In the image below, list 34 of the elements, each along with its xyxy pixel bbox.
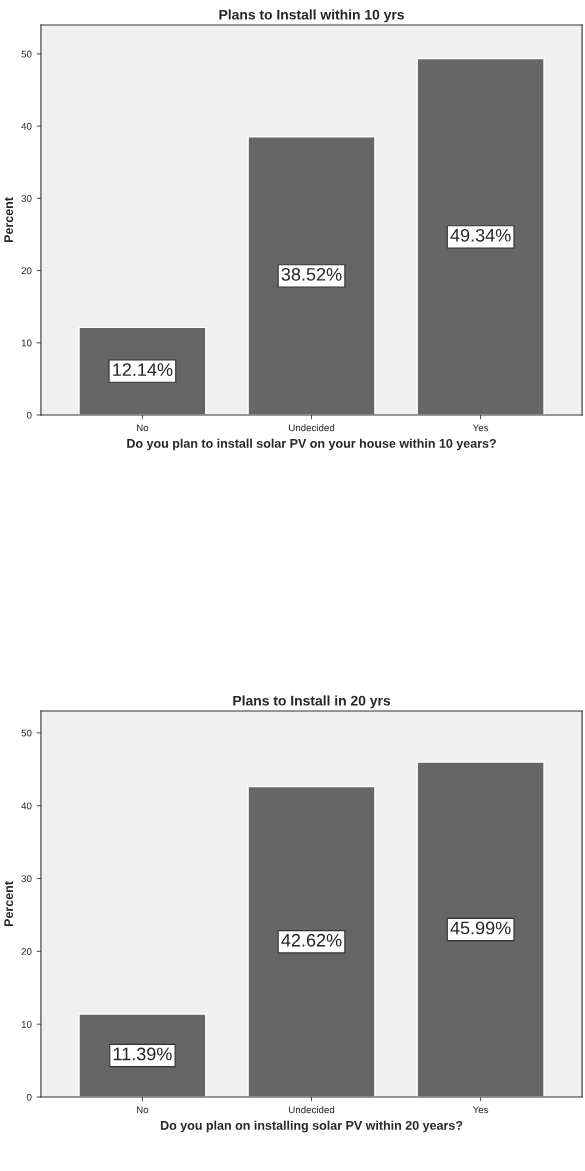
- data-label: 38.52%: [281, 267, 342, 281]
- x-tick-label: Yes: [472, 424, 489, 432]
- y-tick-label: 30: [21, 195, 32, 202]
- chart-title: Plans to Install within 10 yrs: [219, 9, 404, 23]
- y-tick-label: 0: [26, 1093, 32, 1101]
- bar: [247, 136, 376, 415]
- chart-title: Plans to Install in 20 yrs: [233, 695, 391, 709]
- x-tick-label: No: [136, 1106, 149, 1114]
- y-axis-title: Percent: [4, 881, 14, 927]
- y-axis-title: Percent: [4, 197, 14, 243]
- y-tick-label: 10: [21, 1020, 32, 1028]
- x-axis-title: Do you plan on installing solar PV within 20 years?: [160, 1120, 463, 1133]
- bar: [416, 57, 545, 415]
- y-tick-label: 30: [21, 875, 32, 883]
- y-tick-label: 0: [26, 411, 32, 419]
- data-label: 11.39%: [113, 1047, 172, 1061]
- x-tick-label: Yes: [472, 1106, 489, 1114]
- data-label: 49.34%: [450, 228, 511, 242]
- x-tick-label: No: [136, 424, 149, 432]
- data-label: 42.62%: [281, 933, 342, 947]
- x-tick-label: Undecided: [289, 424, 335, 432]
- y-tick-label: 10: [21, 339, 32, 347]
- data-label: 12.14%: [113, 363, 173, 376]
- y-tick-label: 20: [21, 267, 32, 275]
- y-tick-label: 50: [21, 729, 32, 737]
- y-tick-label: 40: [21, 122, 32, 130]
- y-tick-label: 50: [21, 50, 32, 58]
- y-tick-label: 40: [21, 802, 32, 810]
- bar: [416, 761, 545, 1097]
- x-axis-title: Do you plan to install solar PV on your house within 10 years?: [127, 438, 496, 451]
- y-tick-label: 20: [21, 948, 32, 955]
- data-label: 45.99%: [450, 921, 511, 935]
- x-tick-label: Undecided: [289, 1106, 335, 1114]
- bar: [247, 785, 376, 1097]
